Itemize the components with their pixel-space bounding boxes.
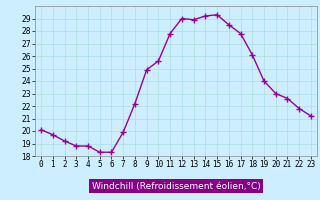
Text: Windchill (Refroidissement éolien,°C): Windchill (Refroidissement éolien,°C)	[92, 182, 260, 190]
